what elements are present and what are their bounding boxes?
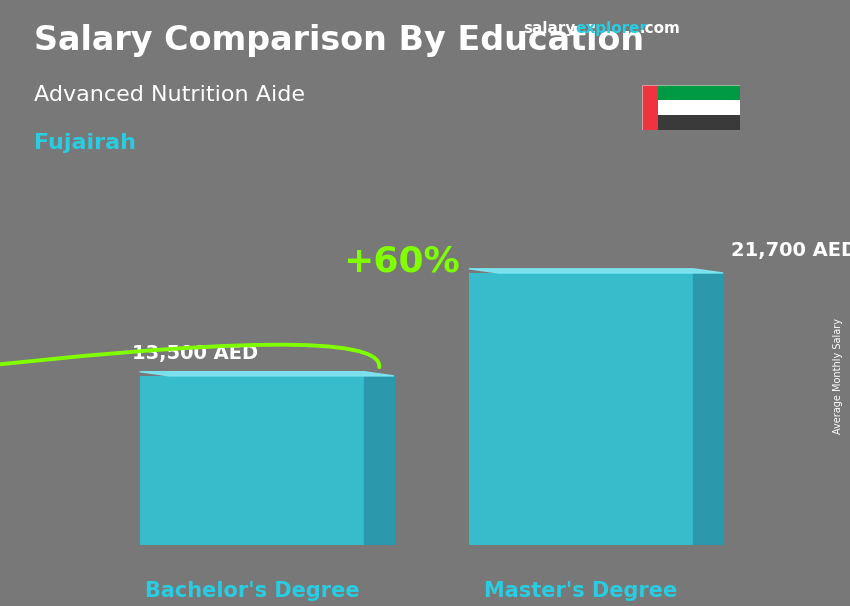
Text: Fujairah: Fujairah (34, 133, 136, 153)
Bar (658, 100, 740, 115)
Bar (469, 273, 694, 545)
Text: Salary Comparison By Education: Salary Comparison By Education (34, 24, 644, 57)
Text: Average Monthly Salary: Average Monthly Salary (833, 318, 843, 434)
Bar (658, 115, 740, 130)
Text: salary: salary (523, 21, 575, 36)
Text: Master's Degree: Master's Degree (484, 581, 677, 601)
Text: explorer: explorer (575, 21, 648, 36)
Text: Bachelor's Degree: Bachelor's Degree (144, 581, 360, 601)
Polygon shape (469, 269, 723, 273)
Text: 21,700 AED: 21,700 AED (731, 241, 850, 260)
Text: +60%: +60% (343, 244, 460, 278)
Text: 13,500 AED: 13,500 AED (133, 344, 258, 363)
Polygon shape (694, 273, 723, 545)
Polygon shape (364, 376, 394, 545)
Bar (139, 376, 364, 545)
Text: Advanced Nutrition Aide: Advanced Nutrition Aide (34, 85, 305, 105)
Bar (658, 85, 740, 100)
Text: .com: .com (639, 21, 680, 36)
Polygon shape (139, 371, 394, 376)
Bar (642, 85, 658, 130)
